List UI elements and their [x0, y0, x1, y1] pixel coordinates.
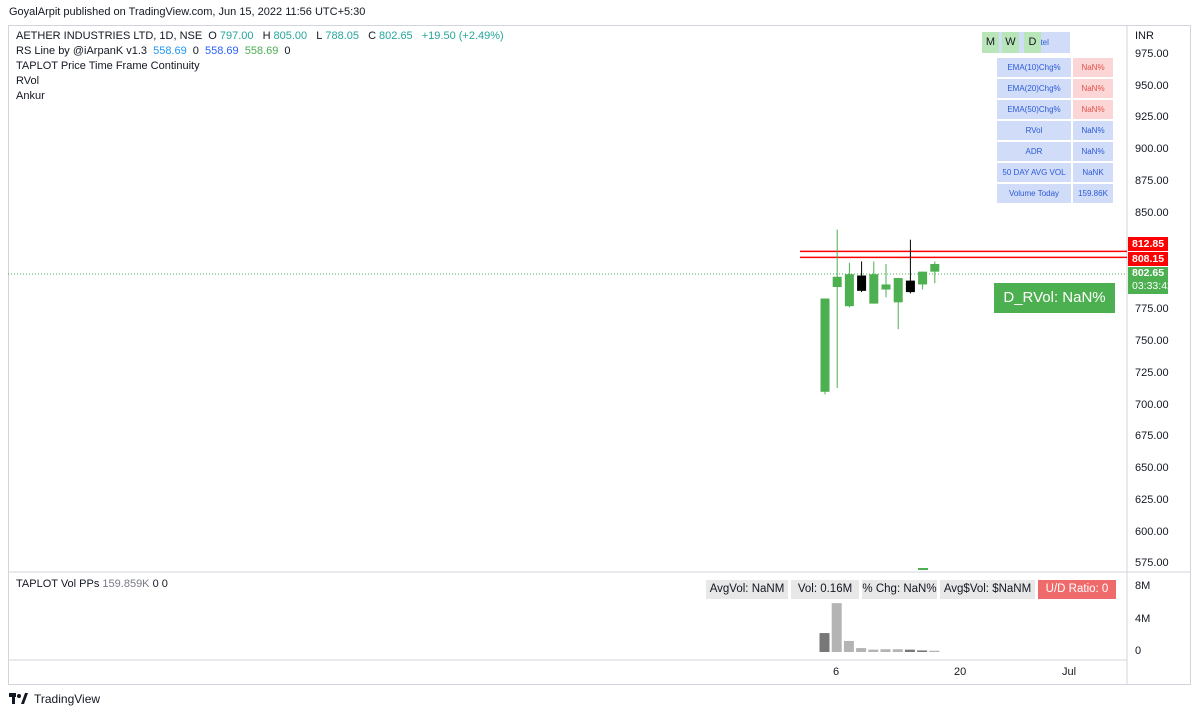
candle-body: [905, 280, 915, 293]
legend-rvol: RVol: [16, 75, 40, 87]
stats-row: Volume Today 159.86K: [997, 184, 1113, 203]
rs-name: RS Line by @iArpanK v1.3: [16, 45, 148, 57]
price-tick: 675.00: [1135, 430, 1169, 442]
tradingview-logo-icon: [9, 693, 28, 704]
volume-bar: [868, 649, 879, 652]
volume-bars: [819, 603, 940, 652]
horizontal-lines: [800, 250, 1127, 259]
rs-zero-2: 0: [284, 45, 291, 57]
publisher-line: GoyalArpit published on TradingView.com,…: [9, 6, 366, 18]
stats-row: EMA(50)Chg% NaN%: [997, 100, 1113, 119]
vol-pane-value: 159.859K: [102, 578, 150, 590]
price-tick: 925.00: [1135, 111, 1169, 123]
tf-week: W: [1002, 32, 1019, 53]
legend-open: 797.00: [219, 30, 254, 42]
legend-low: 788.05: [325, 30, 360, 42]
stats-row: EMA(10)Chg% NaN%: [997, 58, 1113, 77]
legend-change: +19.50 (+2.49%): [421, 30, 504, 42]
price-tick: 950.00: [1135, 80, 1169, 92]
vol-pane-name: TAPLOT Vol PPs: [16, 578, 100, 590]
volume-bar: [819, 633, 830, 652]
stats-row: RVol NaN%: [997, 121, 1113, 140]
vol-axis-tick: 0: [1135, 645, 1142, 657]
price-tag-last: 802.65 03:33:42: [1128, 267, 1173, 294]
currency-label: INR: [1135, 30, 1154, 42]
countdown: 03:33:42: [1132, 280, 1173, 292]
price-tick: 600.00: [1135, 526, 1169, 538]
time-tick: 20: [954, 666, 967, 678]
timeframe-extra: atel: [1036, 38, 1049, 47]
time-tick: 6: [833, 666, 840, 678]
legend-symbol: AETHER INDUSTRIES LTD, 1D, NSE: [16, 30, 203, 42]
vol-axis-tick: 8M: [1135, 580, 1151, 592]
candle-body: [832, 276, 842, 287]
legend-symbol-row: AETHER INDUSTRIES LTD, 1D, NSE O 797.00 H…: [16, 30, 504, 42]
price-tag-mid: 808.15: [1128, 252, 1168, 266]
candle-body: [930, 263, 940, 272]
candles: [820, 229, 940, 395]
vol-stat: Vol: 0.16M: [791, 580, 859, 599]
candle-body: [820, 298, 830, 392]
rs-value-2: 558.69: [204, 45, 239, 57]
legend-close: 802.65: [379, 30, 413, 42]
price-tick: 750.00: [1135, 335, 1169, 347]
stats-row: EMA(20)Chg% NaN%: [997, 79, 1113, 98]
stats-row: ADR NaN%: [997, 142, 1113, 161]
price-tick: 725.00: [1135, 367, 1169, 379]
time-tick: Jul: [1062, 666, 1077, 678]
candle-body: [844, 274, 854, 307]
price-tick: 775.00: [1135, 303, 1169, 315]
price-tag-high: 812.85: [1128, 237, 1168, 251]
pct-chg-stat: % Chg: NaN%: [862, 580, 937, 599]
price-tick: 850.00: [1135, 207, 1169, 219]
legend-taplot: TAPLOT Price Time Frame Continuity: [16, 60, 200, 72]
candle-body: [857, 275, 867, 291]
stats-row: 50 DAY AVG VOL NaNK: [997, 163, 1113, 182]
chart-frame: [8, 25, 1191, 685]
rvol-label: D_RVol: NaN%: [994, 283, 1115, 313]
last-price: 802.65: [1132, 267, 1165, 279]
price-tick: 700.00: [1135, 399, 1169, 411]
price-tick: 900.00: [1135, 143, 1169, 155]
price-tick: 975.00: [1135, 48, 1169, 60]
marker-tick: [918, 568, 928, 570]
legend-high: 805.00: [273, 30, 308, 42]
legend-rs-row: RS Line by @iArpanK v1.3 558.69 0 558.69…: [16, 44, 294, 59]
volume-bar: [917, 650, 928, 652]
volume-bar: [880, 649, 891, 652]
price-tick: 875.00: [1135, 175, 1169, 187]
ud-ratio-stat: U/D Ratio: 0: [1038, 580, 1116, 599]
volume-bar: [831, 603, 842, 652]
footer-text: TradingView: [34, 692, 101, 706]
volume-bar: [929, 650, 940, 652]
avg-dollar-vol-stat: Avg$Vol: $NaNM: [940, 580, 1035, 599]
candle-body: [893, 278, 903, 303]
volume-bar: [892, 649, 903, 652]
legend-ankur: Ankur: [16, 90, 45, 102]
price-tick: 625.00: [1135, 494, 1169, 506]
candle-body: [918, 271, 928, 285]
rs-value-3: 558.69: [244, 45, 279, 57]
price-tick: 575.00: [1135, 557, 1169, 569]
vol-legend: TAPLOT Vol PPs 159.859K 0 0: [16, 578, 168, 590]
rs-zero: 0: [192, 45, 199, 57]
footer-brand[interactable]: TradingView: [9, 692, 100, 706]
tf-month: M: [982, 32, 999, 53]
stats-table: EMA(10)Chg% NaN% EMA(20)Chg% NaN% EMA(50)C…: [995, 56, 1115, 205]
volume-bar: [904, 649, 915, 652]
volume-bar: [843, 640, 854, 652]
volume-bar: [856, 648, 867, 652]
tf-day: D: [1024, 32, 1041, 53]
candle-body: [869, 274, 879, 304]
avg-vol-stat: AvgVol: NaNM: [706, 580, 788, 599]
rs-value-1: 558.69: [153, 45, 187, 57]
candle-body: [881, 284, 891, 290]
price-tick: 650.00: [1135, 462, 1169, 474]
vol-axis-tick: 4M: [1135, 613, 1151, 625]
